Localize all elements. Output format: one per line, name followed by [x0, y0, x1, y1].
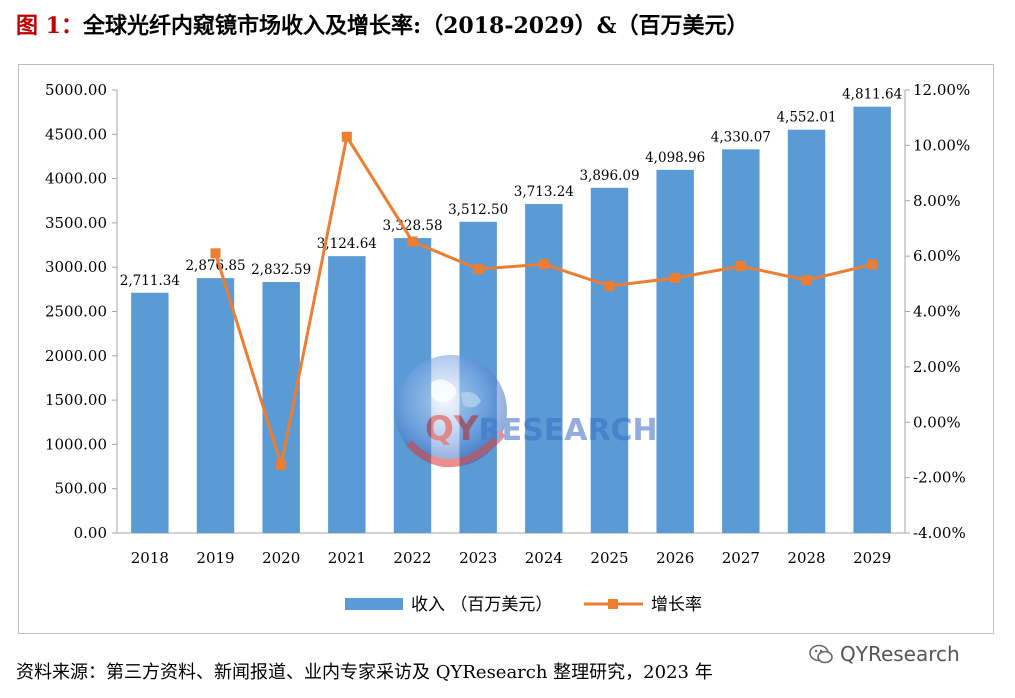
bar-data-label: 2,832.59 — [251, 262, 311, 278]
bar-data-label: 3,124.64 — [317, 236, 377, 252]
growth-point — [407, 236, 418, 247]
growth-point — [801, 275, 812, 286]
source-note: 资料来源：第三方资料、新闻报道、业内专家采访及 QYResearch 整理研究，… — [16, 662, 713, 683]
bar — [525, 204, 563, 533]
right-tick-label: 10.00% — [913, 136, 970, 154]
wechat-icon — [809, 644, 833, 664]
right-tick-label: -4.00% — [913, 524, 966, 542]
x-tick-label: 2027 — [722, 549, 760, 567]
watermark-text: QYRESEARCH — [425, 409, 658, 449]
left-tick-label: 5000.00 — [45, 81, 107, 99]
growth-point — [341, 131, 352, 142]
watermark: QYRESEARCH — [391, 353, 658, 483]
growth-point — [604, 281, 615, 292]
left-tick-label: 2500.00 — [45, 303, 107, 321]
chart-title: 图 1：全球光纤内窥镜市场收入及增长率:（2018-2029）&（百万美元） — [16, 8, 1006, 40]
growth-point — [867, 259, 878, 270]
x-tick-label: 2020 — [262, 549, 300, 567]
right-tick-label: 0.00% — [913, 413, 961, 431]
bar-data-label: 3,713.24 — [514, 184, 574, 200]
legend-bar-swatch — [345, 598, 403, 610]
bar-data-label: 3,512.50 — [448, 202, 508, 218]
x-tick-label: 2029 — [853, 549, 891, 567]
right-tick-label: 2.00% — [913, 358, 961, 376]
bar — [656, 169, 694, 533]
left-tick-label: 1500.00 — [45, 391, 107, 409]
right-tick-label: 4.00% — [913, 303, 961, 321]
x-tick-label: 2023 — [459, 549, 497, 567]
left-tick-label: 500.00 — [55, 480, 108, 498]
brand-watermark: QYResearch — [808, 640, 960, 668]
left-tick-label: 3000.00 — [45, 258, 107, 276]
x-tick-label: 2025 — [590, 549, 628, 567]
left-tick-label: 2000.00 — [45, 347, 107, 365]
left-tick-label: 3500.00 — [45, 214, 107, 232]
x-tick-label: 2018 — [131, 549, 169, 567]
x-tick-label: 2021 — [328, 549, 366, 567]
bar-data-label: 2,876.85 — [185, 258, 245, 274]
left-tick-label: 0.00 — [74, 524, 107, 542]
left-tick-label: 4500.00 — [45, 125, 107, 143]
bar-data-label: 4,811.64 — [842, 87, 902, 103]
brand-text: QYResearch — [840, 642, 960, 666]
x-tick-label: 2022 — [393, 549, 431, 567]
x-tick-label: 2026 — [656, 549, 694, 567]
combo-chart: 0.00 500.00 1000.00 1500.00 2000.00 2500.00 30… — [45, 81, 970, 615]
bar-data-label: 3,896.09 — [579, 168, 639, 184]
x-tick-label: 2024 — [525, 549, 563, 567]
growth-point — [473, 264, 484, 275]
left-tick-label: 1000.00 — [45, 435, 107, 453]
bar — [787, 129, 826, 533]
figure-number: 图 1： — [16, 13, 83, 39]
growth-point — [210, 248, 221, 259]
legend-line-marker — [608, 599, 618, 609]
growth-point — [670, 272, 681, 283]
right-tick-label: -2.00% — [913, 469, 966, 487]
right-tick-label: 8.00% — [913, 192, 961, 210]
title-text: 全球光纤内窥镜市场收入及增长率:（2018-2029）&（百万美元） — [82, 13, 749, 39]
bar — [722, 149, 760, 533]
bar-data-label: 4,330.07 — [711, 129, 771, 145]
x-tick-label: 2028 — [787, 549, 825, 567]
right-tick-label: 12.00% — [913, 81, 970, 99]
legend-bar-label: 收入 （百万美元） — [411, 595, 552, 615]
bar — [590, 187, 629, 533]
left-tick-label: 4000.00 — [45, 170, 107, 188]
legend-line-label: 增长率 — [651, 595, 702, 615]
bar — [196, 278, 235, 533]
growth-point — [538, 259, 549, 270]
bar — [853, 106, 891, 533]
chart-frame: 0.00 500.00 1000.00 1500.00 2000.00 2500.00 30… — [18, 64, 994, 634]
globe-icon — [395, 355, 507, 468]
growth-point — [735, 261, 746, 272]
x-tick-label: 2019 — [196, 549, 234, 567]
bar — [262, 282, 300, 533]
growth-point — [276, 459, 287, 470]
bar — [328, 256, 366, 533]
bar-data-label: 2,711.34 — [120, 273, 180, 289]
bar — [131, 292, 169, 533]
bar-data-label: 4,098.96 — [645, 150, 705, 166]
bar-data-label: 4,552.01 — [776, 110, 836, 126]
right-tick-label: 6.00% — [913, 247, 961, 265]
bar-data-label: 3,328.58 — [382, 218, 442, 234]
